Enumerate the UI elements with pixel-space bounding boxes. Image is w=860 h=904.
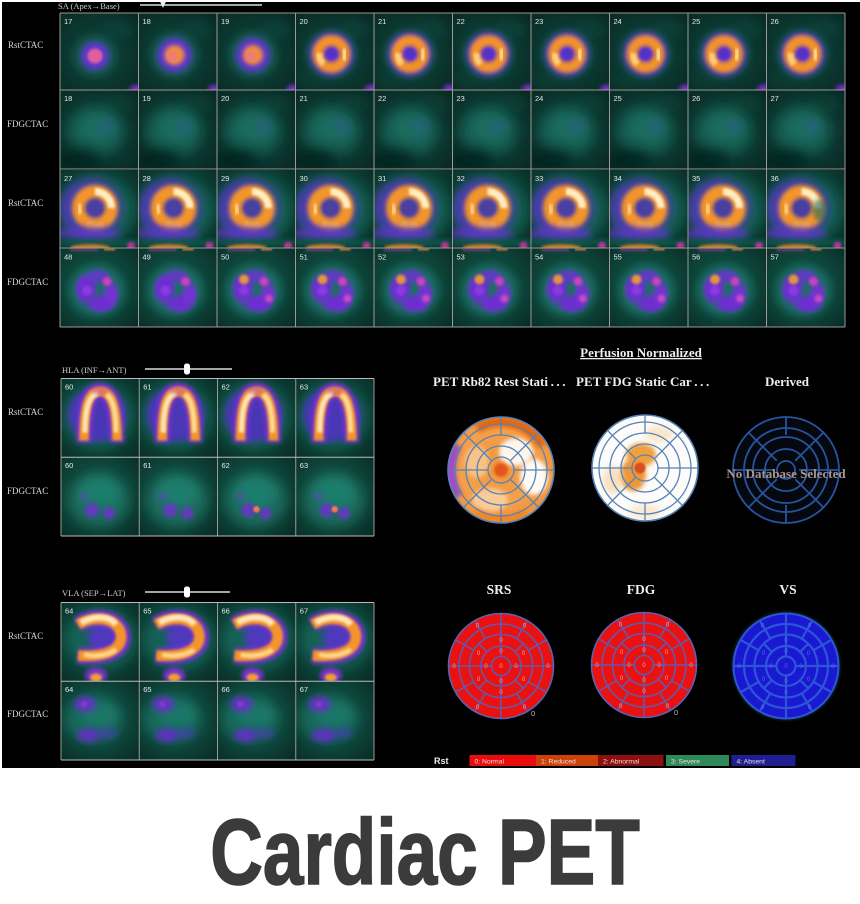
svg-text:29: 29	[221, 174, 229, 183]
svg-text:20: 20	[221, 94, 229, 103]
svg-text:34: 34	[614, 174, 622, 183]
svg-text:67: 67	[300, 607, 308, 616]
svg-text:48: 48	[64, 253, 72, 262]
svg-text:24: 24	[535, 94, 543, 103]
svg-text:4: Absent: 4: Absent	[737, 759, 765, 766]
svg-text:25: 25	[692, 17, 700, 26]
svg-text:HLA (INF→ANT): HLA (INF→ANT)	[62, 365, 127, 375]
svg-text:PET FDG Static Car . . .: PET FDG Static Car . . .	[576, 374, 709, 389]
svg-text:RstCTAC: RstCTAC	[8, 198, 43, 208]
svg-text:60: 60	[65, 383, 73, 392]
svg-text:51: 51	[300, 253, 308, 262]
svg-text:18: 18	[64, 94, 72, 103]
svg-text:Rst: Rst	[434, 756, 449, 766]
svg-text:PET Rb82 Rest Stati . . .: PET Rb82 Rest Stati . . .	[433, 374, 566, 389]
svg-text:60: 60	[65, 461, 73, 470]
svg-text:27: 27	[771, 94, 779, 103]
svg-text:31: 31	[378, 174, 386, 183]
svg-text:52: 52	[378, 253, 386, 262]
svg-text:64: 64	[65, 685, 73, 694]
svg-text:0: 0	[674, 708, 678, 717]
svg-text:63: 63	[300, 461, 308, 470]
svg-text:27: 27	[64, 174, 72, 183]
svg-text:SA (Apex→Base): SA (Apex→Base)	[58, 1, 120, 11]
svg-text:RstCTAC: RstCTAC	[8, 407, 43, 417]
svg-text:21: 21	[300, 94, 308, 103]
svg-text:61: 61	[143, 383, 151, 392]
svg-text:18: 18	[143, 17, 151, 26]
svg-text:Perfusion Normalized: Perfusion Normalized	[580, 345, 702, 360]
svg-text:54: 54	[535, 253, 543, 262]
svg-text:32: 32	[457, 174, 465, 183]
svg-text:20: 20	[300, 17, 308, 26]
svg-text:26: 26	[692, 94, 700, 103]
svg-text:FDG: FDG	[627, 582, 656, 597]
svg-text:26: 26	[771, 17, 779, 26]
svg-text:21: 21	[378, 17, 386, 26]
svg-text:62: 62	[222, 461, 230, 470]
svg-text:33: 33	[535, 174, 543, 183]
svg-text:62: 62	[222, 383, 230, 392]
svg-text:57: 57	[771, 253, 779, 262]
svg-text:35: 35	[692, 174, 700, 183]
svg-text:17: 17	[64, 17, 72, 26]
svg-text:23: 23	[457, 94, 465, 103]
svg-text:VS: VS	[779, 582, 796, 597]
svg-text:19: 19	[143, 94, 151, 103]
svg-text:3: Severe: 3: Severe	[671, 759, 700, 766]
svg-text:65: 65	[143, 607, 151, 616]
svg-text:30: 30	[300, 174, 308, 183]
svg-text:50: 50	[221, 253, 229, 262]
svg-text:22: 22	[457, 17, 465, 26]
svg-text:65: 65	[143, 685, 151, 694]
svg-text:Derived: Derived	[765, 374, 810, 389]
svg-text:RstCTAC: RstCTAC	[8, 40, 43, 50]
svg-text:66: 66	[222, 607, 230, 616]
svg-text:63: 63	[300, 383, 308, 392]
svg-text:55: 55	[614, 253, 622, 262]
svg-text:25: 25	[614, 94, 622, 103]
svg-text:28: 28	[143, 174, 151, 183]
svg-text:19: 19	[221, 17, 229, 26]
svg-text:67: 67	[300, 685, 308, 694]
svg-text:23: 23	[535, 17, 543, 26]
svg-text:SRS: SRS	[487, 582, 512, 597]
svg-text:64: 64	[65, 607, 73, 616]
svg-text:36: 36	[771, 174, 779, 183]
svg-text:FDGCTAC: FDGCTAC	[7, 709, 48, 719]
svg-text:0: 0	[531, 709, 535, 718]
svg-text:22: 22	[378, 94, 386, 103]
svg-text:0: Normal: 0: Normal	[475, 759, 505, 766]
svg-text:No Database Selected: No Database Selected	[726, 466, 846, 481]
svg-text:FDGCTAC: FDGCTAC	[7, 486, 48, 496]
svg-text:FDGCTAC: FDGCTAC	[7, 119, 48, 129]
svg-text:VLA (SEP→LAT): VLA (SEP→LAT)	[62, 588, 126, 598]
svg-text:61: 61	[143, 461, 151, 470]
svg-text:56: 56	[692, 253, 700, 262]
svg-text:RstCTAC: RstCTAC	[8, 631, 43, 641]
svg-text:49: 49	[143, 253, 151, 262]
svg-text:53: 53	[457, 253, 465, 262]
svg-text:1: Reduced: 1: Reduced	[541, 759, 576, 766]
svg-text:66: 66	[222, 685, 230, 694]
svg-text:24: 24	[614, 17, 622, 26]
svg-text:FDGCTAC: FDGCTAC	[7, 277, 48, 287]
svg-text:2: Abnormal: 2: Abnormal	[603, 759, 640, 766]
